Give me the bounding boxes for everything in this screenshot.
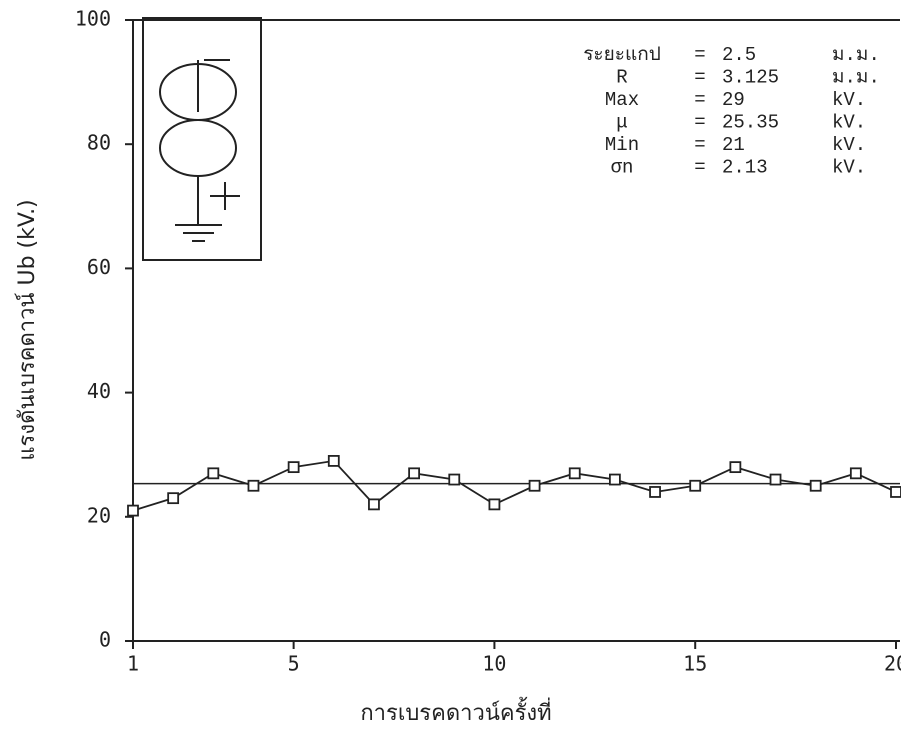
annotation: 2.13: [722, 157, 768, 179]
annotation: R: [616, 67, 627, 89]
y-tick-label: 60: [87, 255, 111, 279]
x-tick-label: 20: [884, 652, 901, 676]
annotation: kV.: [832, 112, 866, 134]
marker: [729, 461, 742, 474]
annotation: Max: [605, 89, 639, 111]
annotation: kV.: [832, 157, 866, 179]
x-tick-label: 10: [482, 652, 506, 676]
marker: [327, 455, 340, 467]
annotation: μ: [616, 112, 627, 134]
y-tick-label: 0: [99, 628, 111, 652]
annotation: =: [694, 157, 705, 179]
x-axis-label: การเบรคดาวน์ครั้งที่: [360, 697, 551, 726]
annotation: 3.125: [722, 67, 779, 89]
annotation: σn: [611, 157, 634, 179]
annotation: ม.ม.: [832, 44, 880, 66]
marker: [488, 498, 501, 511]
x-tick-label: 1: [127, 652, 139, 676]
marker: [167, 492, 180, 505]
inset-diagram: [142, 17, 262, 261]
marker: [809, 479, 822, 492]
marker: [608, 473, 621, 486]
annotation: =: [694, 134, 705, 156]
annotation: =: [694, 112, 705, 134]
annotation: =: [694, 44, 705, 66]
marker: [689, 479, 702, 492]
annotation: =: [694, 89, 705, 111]
y-tick-label: 80: [87, 131, 111, 155]
marker: [368, 498, 380, 511]
x-tick-label: 15: [683, 652, 707, 676]
marker: [769, 473, 782, 486]
marker: [568, 467, 581, 480]
y-axis-label: แรงดันเบรคดาวน์ Ub (kV.): [15, 199, 40, 460]
annotation: 2.5: [722, 44, 756, 66]
y-tick-label: 20: [87, 503, 111, 527]
marker: [127, 504, 139, 517]
annotation: =: [694, 67, 705, 89]
data-line: [132, 459, 897, 512]
y-tick-label: 40: [87, 379, 111, 403]
marker: [528, 479, 541, 492]
annotation: 25.35: [722, 112, 779, 134]
marker: [890, 486, 901, 498]
annotation: ม.ม.: [832, 67, 880, 89]
y-tick-label: 100: [75, 7, 111, 31]
annotation: 29: [722, 89, 745, 111]
annotation: kV.: [832, 134, 866, 156]
x-tick-label: 5: [288, 652, 300, 676]
marker: [247, 479, 260, 492]
marker: [207, 467, 220, 480]
annotation: Min: [605, 134, 639, 156]
marker: [448, 473, 461, 486]
marker: [649, 486, 661, 498]
annotation: kV.: [832, 89, 866, 111]
marker: [287, 461, 300, 474]
annotation: 21: [722, 134, 745, 156]
annotation: ระยะแกป: [583, 44, 661, 66]
marker: [849, 467, 862, 480]
marker: [408, 467, 421, 480]
